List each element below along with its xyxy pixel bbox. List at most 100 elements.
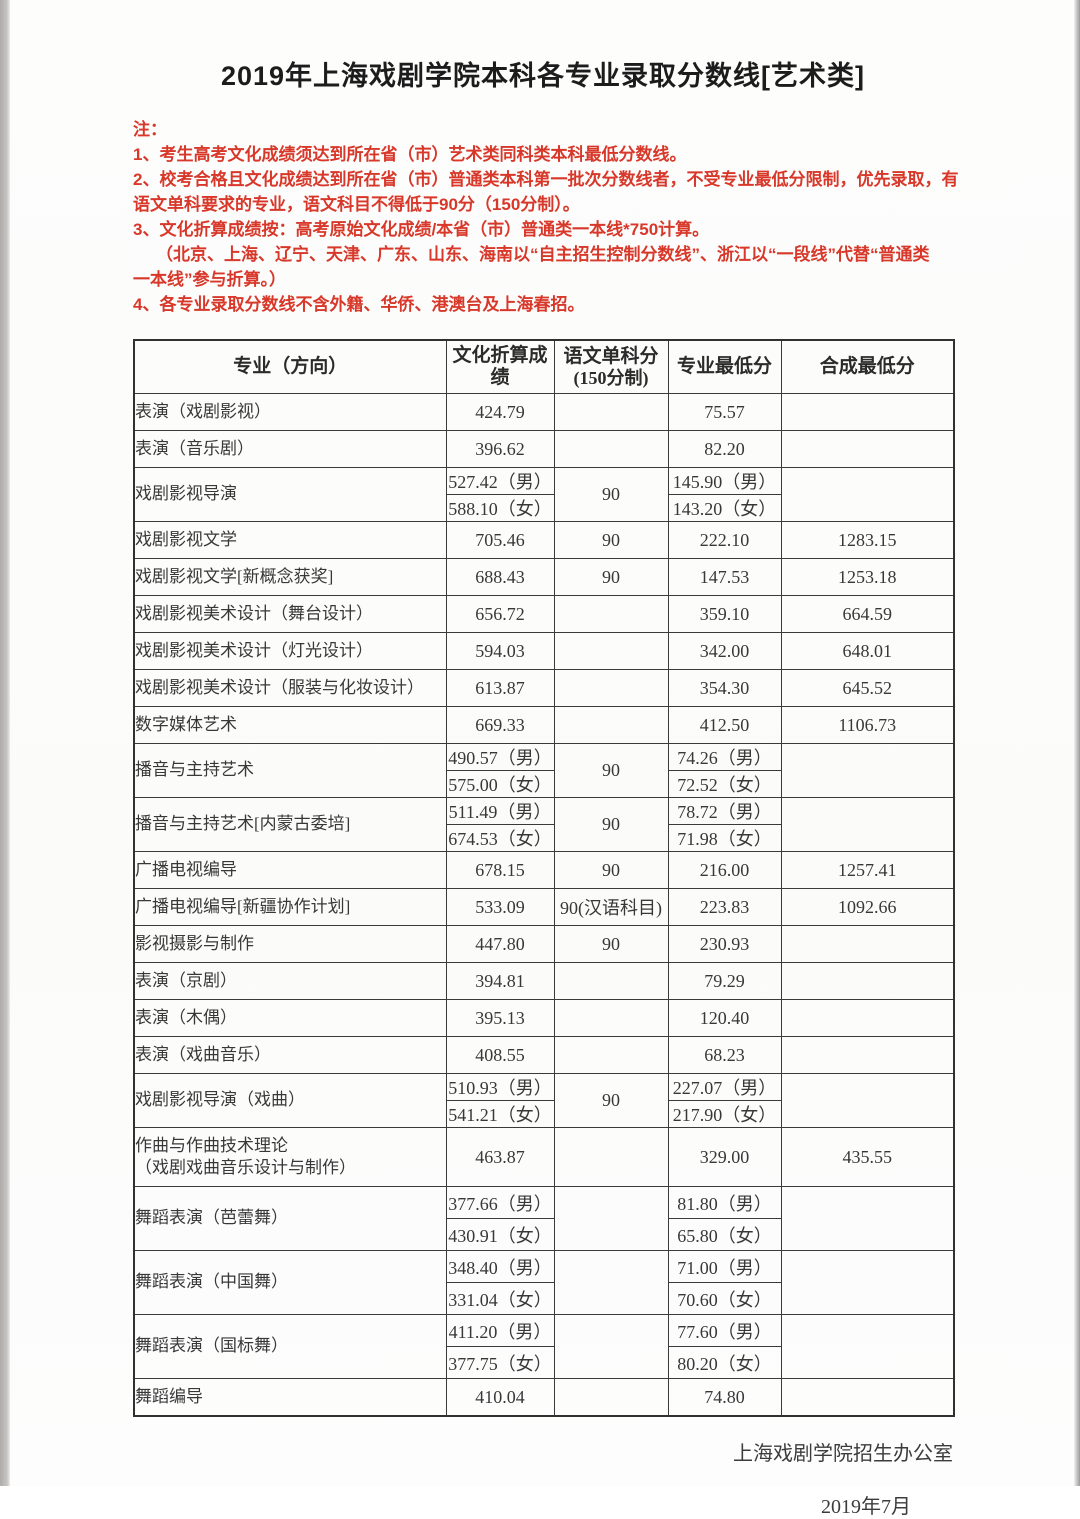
major-name-line: 广播电视编导 [135,859,237,879]
chinese-score-cell: 90 [553,743,669,798]
major-cell: 影视摄影与制作 [133,925,447,963]
major-cell: 戏剧影视文学 [133,521,447,559]
table-row: 674.53（女） 71.98（女） [134,824,954,852]
major-cell: 表演（戏曲音乐） [133,1036,447,1074]
note-line: 3、文化折算成绩按：高考原始文化成绩/本省（市）普通类一本线*750计算。 [133,220,710,239]
major-cell: 数字媒体艺术 [133,706,447,744]
major-min-cell: 71.00（男） [667,1250,782,1283]
table-row: 表演（木偶） 395.13 120.40 [133,999,955,1037]
culture-score-cell: 424.79 [445,393,555,431]
chinese-score-cell [553,1378,669,1417]
page-left-edge [0,0,10,1486]
score-table: 专业（方向） 文化折算成绩 语文单科分 (150分制) 专业最低分 合成最低分 … [133,339,955,1417]
major-cell: 戏剧影视导演（戏曲） [133,1073,447,1128]
note-line: 1、考生高考文化成绩须达到所在省（市）艺术类同科类本科最低分数线。 [133,145,687,164]
major-cell: 舞蹈编导 [133,1378,447,1417]
table-row: 播音与主持艺术 490.57（男） 90 74.26（男） [133,743,955,798]
major-name-line: 作曲与作曲技术理论 [135,1135,288,1155]
header-chinese-score-main: 语文单科分 [563,345,659,367]
chinese-score-cell: 90(汉语科目) [553,888,669,926]
culture-score-cell: 588.10（女） [445,494,555,522]
culture-score-cell: 490.57（男） [445,743,555,771]
major-min-cell: 65.80（女） [667,1218,782,1251]
major-min-cell: 222.10 [667,521,782,559]
major-min-cell: 147.53 [667,558,782,596]
major-name-line: 表演（京剧） [135,970,237,990]
notes: 注： 1、考生高考文化成绩须达到所在省（市）艺术类同科类本科最低分数线。 2、校考… [133,117,959,317]
chinese-score-cell: 90 [553,797,669,852]
major-min-cell: 216.00 [667,851,782,889]
table-row: 影视摄影与制作 447.80 90 230.93 [133,925,955,963]
major-min-cell: 79.29 [667,962,782,1000]
composite-cell [780,743,955,798]
culture-score-cell: 575.00（女） [445,770,555,798]
culture-score-cell: 377.66（男） [445,1186,555,1219]
major-cell: 戏剧影视导演 [133,467,447,522]
header-composite-min: 合成最低分 [780,339,955,394]
culture-score-cell: 613.87 [445,669,555,707]
culture-score-cell: 463.87 [445,1127,555,1187]
chinese-score-cell [553,393,669,431]
major-min-cell: 143.20（女） [667,494,782,522]
chinese-score-cell [553,1127,669,1187]
table-row: 表演（音乐剧） 396.62 82.20 [133,430,955,468]
major-min-cell: 230.93 [667,925,782,963]
chinese-score-cell [553,1314,669,1379]
major-min-cell: 227.07（男） [667,1073,782,1101]
major-min-cell: 412.50 [667,706,782,744]
major-min-cell: 72.52（女） [667,770,782,798]
table-row: 表演（戏剧影视） 424.79 75.57 [133,393,955,431]
table-row: 戏剧影视文学[新概念获奖] 688.43 90 147.53 1253.18 [133,558,955,596]
composite-cell: 435.55 [780,1127,955,1187]
major-min-cell: 77.60（男） [667,1314,782,1347]
header-chinese-score-sub: (150分制) [573,367,649,388]
chinese-score-cell [553,1250,669,1315]
major-min-cell: 68.23 [667,1036,782,1074]
major-min-cell: 81.80（男） [667,1186,782,1219]
major-name-line: 舞蹈编导 [135,1386,203,1406]
major-cell: 表演（京剧） [133,962,447,1000]
major-min-cell: 217.90（女） [667,1100,782,1128]
culture-score-cell: 447.80 [445,925,555,963]
table-row: 戏剧影视美术设计（服装与化妆设计） 613.87 354.30 645.52 [133,669,955,707]
header-major: 专业（方向） [133,339,447,394]
culture-score-cell: 331.04（女） [445,1282,555,1315]
composite-cell [780,1314,955,1379]
note-line: 2、校考合格且文化成绩达到所在省（市）普通类本科第一批次分数线者，不受专业最低分… [133,170,959,189]
table-header-row: 专业（方向） 文化折算成绩 语文单科分 (150分制) 专业最低分 合成最低分 [133,339,955,394]
chinese-score-cell [553,706,669,744]
chinese-score-cell [553,669,669,707]
major-name-line: （戏剧戏曲音乐设计与制作） [135,1158,356,1177]
major-name-line: 戏剧影视美术设计（服装与化妆设计） [135,677,424,697]
major-min-cell: 120.40 [667,999,782,1037]
major-min-cell: 74.26（男） [667,743,782,771]
table-row: 戏剧影视导演 527.42（男） 90 145.90（男） [133,467,955,522]
composite-cell: 664.59 [780,595,955,633]
chinese-score-cell: 90 [553,925,669,963]
culture-score-cell: 396.62 [445,430,555,468]
table-row: 430.91（女） 65.80（女） [134,1218,954,1251]
note-line: 一本线”参与折算。） [133,270,286,289]
table-row: 表演（京剧） 394.81 79.29 [133,962,955,1000]
major-min-cell: 82.20 [667,430,782,468]
major-min-cell: 71.98（女） [667,824,782,852]
table-row: 表演（戏曲音乐） 408.55 68.23 [133,1036,955,1074]
chinese-score-cell: 90 [553,558,669,596]
table-row: 377.75（女） 80.20（女） [134,1346,954,1379]
chinese-score-cell: 90 [553,851,669,889]
header-chinese-score: 语文单科分 (150分制) [553,339,669,394]
table-row: 戏剧影视美术设计（灯光设计） 594.03 342.00 648.01 [133,632,955,670]
table-row: 331.04（女） 70.60（女） [134,1282,954,1315]
culture-score-cell: 674.53（女） [445,824,555,852]
culture-score-cell: 430.91（女） [445,1218,555,1251]
composite-cell [780,999,955,1037]
page-right-edge [1074,0,1080,1486]
composite-cell [780,467,955,522]
table-row: 舞蹈表演（中国舞） 348.40（男） 71.00（男） [133,1250,955,1315]
table-row: 588.10（女） 143.20（女） [134,494,954,522]
culture-score-cell: 394.81 [445,962,555,1000]
table-row: 戏剧影视文学 705.46 90 222.10 1283.15 [133,521,955,559]
major-min-cell: 223.83 [667,888,782,926]
culture-score-cell: 594.03 [445,632,555,670]
